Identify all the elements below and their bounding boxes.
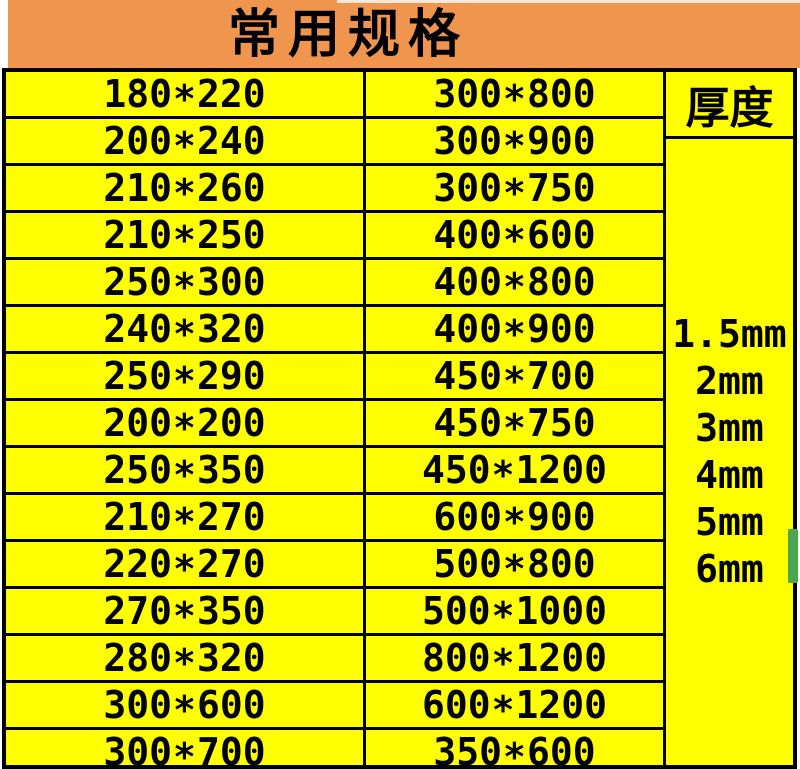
size-cell: 500 * 800 bbox=[366, 542, 663, 591]
thickness-values: 1.5mm 2mm 3mm 4mm 5mm 6mm bbox=[666, 139, 793, 765]
size-cell: 600 * 900 bbox=[366, 495, 663, 544]
size-cell: 250 * 290 bbox=[6, 354, 363, 403]
thickness-value: 4mm bbox=[695, 453, 764, 497]
thickness-header: 厚度 bbox=[666, 72, 793, 139]
asterisk-separator: * bbox=[503, 217, 526, 262]
asterisk-separator: * bbox=[491, 687, 515, 732]
size-cell: 250 * 350 bbox=[6, 448, 363, 497]
asterisk-separator: * bbox=[173, 734, 196, 769]
page-title: 常用规格 bbox=[227, 5, 468, 65]
asterisk-separator: * bbox=[173, 264, 196, 309]
asterisk-separator: * bbox=[503, 170, 526, 215]
size-column-1: 180 * 220 200 * 240 210 * 260 210 * 250 250 * 300 240 * 3… bbox=[6, 72, 366, 769]
asterisk-separator: * bbox=[173, 217, 196, 262]
spec-table: 180 * 220 200 * 240 210 * 260 210 * 250 250 * 300 240 * 3… bbox=[2, 68, 797, 769]
asterisk-separator: * bbox=[503, 264, 526, 309]
thickness-column: 厚度 1.5mm 2mm 3mm 4mm 5mm 6mm bbox=[666, 72, 793, 765]
header-banner: 常用规格 bbox=[8, 0, 800, 68]
size-cell: 800 * 1200 bbox=[366, 636, 663, 685]
size-cell: 300 * 900 bbox=[366, 119, 663, 168]
asterisk-separator: * bbox=[503, 76, 526, 121]
size-cell: 300 * 750 bbox=[366, 166, 663, 215]
asterisk-separator: * bbox=[503, 311, 526, 356]
asterisk-separator: * bbox=[173, 640, 196, 685]
asterisk-separator: * bbox=[503, 546, 526, 591]
size-cell: 180 * 220 bbox=[6, 72, 363, 121]
thickness-value: 3mm bbox=[695, 406, 764, 450]
asterisk-separator: * bbox=[503, 123, 526, 168]
asterisk-separator: * bbox=[491, 593, 515, 638]
size-cell: 210 * 250 bbox=[6, 213, 363, 262]
size-cell: 300 * 600 bbox=[6, 683, 363, 732]
size-cell: 200 * 200 bbox=[6, 401, 363, 450]
asterisk-separator: * bbox=[503, 499, 526, 544]
thickness-value: 1.5mm bbox=[672, 312, 787, 356]
size-column-2: 300 * 800 300 * 900 300 * 750 400 * 600 400 * 800 400 * 9… bbox=[366, 72, 666, 769]
size-cell: 400 * 900 bbox=[366, 307, 663, 356]
asterisk-separator: * bbox=[491, 640, 515, 685]
asterisk-separator: * bbox=[503, 734, 526, 769]
size-cell: 300 * 700 bbox=[6, 730, 363, 769]
asterisk-separator: * bbox=[173, 593, 196, 638]
asterisk-separator: * bbox=[173, 170, 196, 215]
thickness-value: 6mm bbox=[695, 547, 764, 591]
asterisk-separator: * bbox=[173, 358, 196, 403]
size-cell: 400 * 800 bbox=[366, 260, 663, 309]
right-gutter bbox=[797, 68, 800, 769]
size-cell: 220 * 270 bbox=[6, 542, 363, 591]
size-cell: 240 * 320 bbox=[6, 307, 363, 356]
size-cell: 400 * 600 bbox=[366, 213, 663, 262]
size-cell: 300 * 800 bbox=[366, 72, 663, 121]
asterisk-separator: * bbox=[503, 358, 526, 403]
size-cell: 450 * 1200 bbox=[366, 448, 663, 497]
asterisk-separator: * bbox=[173, 452, 196, 497]
asterisk-separator: * bbox=[173, 546, 196, 591]
thickness-value: 2mm bbox=[695, 359, 764, 403]
asterisk-separator: * bbox=[503, 405, 526, 450]
size-cell: 250 * 300 bbox=[6, 260, 363, 309]
scrollbar-thumb[interactable] bbox=[788, 529, 798, 583]
size-cell: 200 * 240 bbox=[6, 119, 363, 168]
size-cell: 350 * 600 bbox=[366, 730, 663, 769]
asterisk-separator: * bbox=[173, 76, 196, 121]
asterisk-separator: * bbox=[491, 452, 515, 497]
asterisk-separator: * bbox=[173, 405, 196, 450]
size-cell: 210 * 260 bbox=[6, 166, 363, 215]
asterisk-separator: * bbox=[173, 687, 196, 732]
asterisk-separator: * bbox=[173, 499, 196, 544]
top-edge-highlight bbox=[337, 0, 800, 3]
size-cell: 280 * 320 bbox=[6, 636, 363, 685]
size-cell: 210 * 270 bbox=[6, 495, 363, 544]
thickness-value: 5mm bbox=[695, 500, 764, 544]
size-cell: 450 * 700 bbox=[366, 354, 663, 403]
asterisk-separator: * bbox=[173, 123, 196, 168]
size-cell: 600 * 1200 bbox=[366, 683, 663, 732]
size-cell: 270 * 350 bbox=[6, 589, 363, 638]
asterisk-separator: * bbox=[173, 311, 196, 356]
size-cell: 450 * 750 bbox=[366, 401, 663, 450]
size-cell: 500 * 1000 bbox=[366, 589, 663, 638]
